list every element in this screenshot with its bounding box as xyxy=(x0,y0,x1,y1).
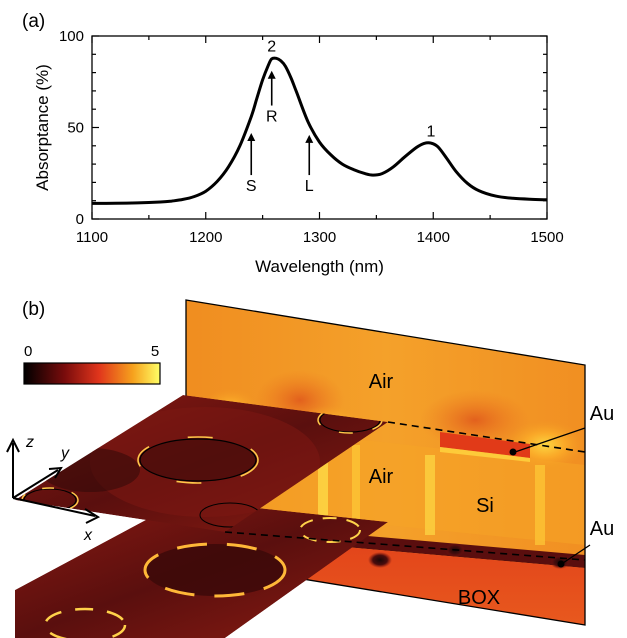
label-box: BOX xyxy=(458,587,500,609)
dashed-line-upper xyxy=(387,421,586,453)
colorbar-min-label: 0 xyxy=(24,343,32,360)
arrow-label: L xyxy=(305,178,314,195)
peak-label: 2 xyxy=(267,39,276,56)
colorbar xyxy=(23,362,161,385)
label-au-upper: Au xyxy=(590,403,614,425)
label-au-lower: Au xyxy=(590,518,614,540)
panel-b-label: (b) xyxy=(22,299,45,320)
lower-horizontal-slice xyxy=(15,500,388,638)
label-si: Si xyxy=(476,495,494,517)
axis-label-x: x xyxy=(83,527,93,544)
coordinate-axes xyxy=(6,437,101,524)
arrow-label: S xyxy=(246,178,257,195)
x-tick-label: 1300 xyxy=(303,229,336,246)
y-tick-label: 50 xyxy=(67,120,84,137)
au-upper-leader xyxy=(514,427,586,453)
label-air-top: Air xyxy=(369,371,394,393)
x-tick-label: 1500 xyxy=(530,229,563,246)
panel-a-label: (a) xyxy=(22,11,45,32)
arrow-head xyxy=(247,132,256,141)
axis-label-y: y xyxy=(60,445,70,462)
y-tick-labels: 0 50 100 xyxy=(59,28,84,228)
x-tick-label: 1100 xyxy=(76,229,108,246)
arrow-label: R xyxy=(266,109,278,126)
axis-label-z: z xyxy=(25,434,34,451)
peak-annotations: 21 xyxy=(267,39,435,141)
x-tick-label: 1200 xyxy=(189,229,222,246)
x-tick-label: 1400 xyxy=(417,229,450,246)
au-lower-leader xyxy=(562,544,591,564)
dashed-line-lower xyxy=(224,531,586,561)
label-air-mid: Air xyxy=(369,466,394,488)
absorptance-curve xyxy=(91,56,548,205)
y-axis-label: Absorptance (%) xyxy=(33,64,52,191)
y-tick-label: 100 xyxy=(59,28,84,45)
x-tick-labels: 1100 1200 1300 1400 1500 xyxy=(76,229,564,246)
colorbar-max-label: 5 xyxy=(151,343,159,360)
x-axis-label: Wavelength (nm) xyxy=(255,257,384,276)
arrow-head xyxy=(267,70,276,79)
au-lower-marker xyxy=(557,560,565,568)
arrow-head xyxy=(305,134,314,143)
mode-arrows: S R L xyxy=(246,70,314,195)
y-tick-label: 0 xyxy=(76,211,84,228)
peak-label: 1 xyxy=(427,124,436,141)
au-upper-marker xyxy=(509,448,517,456)
